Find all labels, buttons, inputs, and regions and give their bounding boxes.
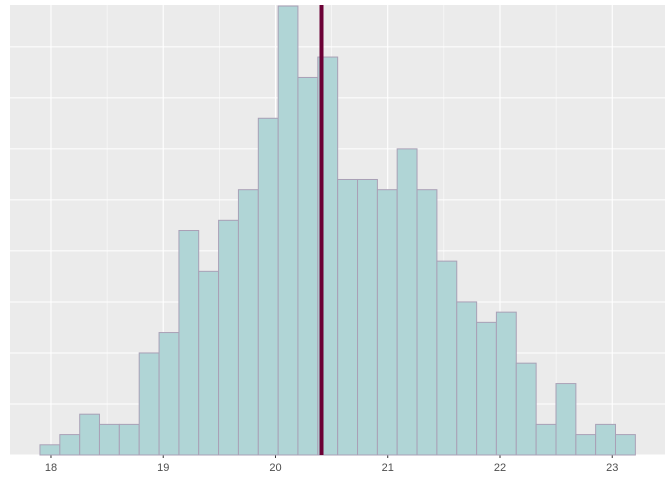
bar: [396, 148, 418, 456]
x-tick-label: 22: [494, 462, 506, 474]
bar: [416, 189, 438, 456]
bar: [118, 423, 140, 456]
bar: [138, 352, 160, 456]
bar: [198, 270, 220, 456]
bar: [277, 5, 299, 456]
bar: [257, 117, 279, 456]
bar: [337, 178, 359, 456]
bar: [614, 434, 636, 456]
bar: [357, 178, 378, 456]
x-tick-label: 19: [157, 462, 169, 474]
bar: [456, 301, 478, 456]
x-tick-label: 20: [269, 462, 281, 474]
bar: [158, 332, 180, 456]
x-tick-label: 21: [382, 462, 394, 474]
bar: [555, 383, 577, 456]
bar: [297, 76, 319, 456]
bar: [476, 321, 497, 456]
x-tick-label: 23: [606, 462, 618, 474]
bar: [515, 362, 537, 456]
bar: [218, 219, 239, 456]
bar: [595, 423, 616, 456]
bar: [79, 413, 100, 456]
bar: [237, 189, 259, 456]
bar: [535, 423, 557, 456]
bar: [59, 434, 81, 456]
x-tick-label: 18: [45, 462, 57, 474]
bar: [436, 260, 458, 456]
bar: [39, 444, 61, 456]
bar: [178, 230, 200, 456]
bar: [495, 311, 517, 456]
bar: [98, 423, 120, 456]
bar: [376, 189, 398, 456]
bar: [575, 434, 597, 456]
